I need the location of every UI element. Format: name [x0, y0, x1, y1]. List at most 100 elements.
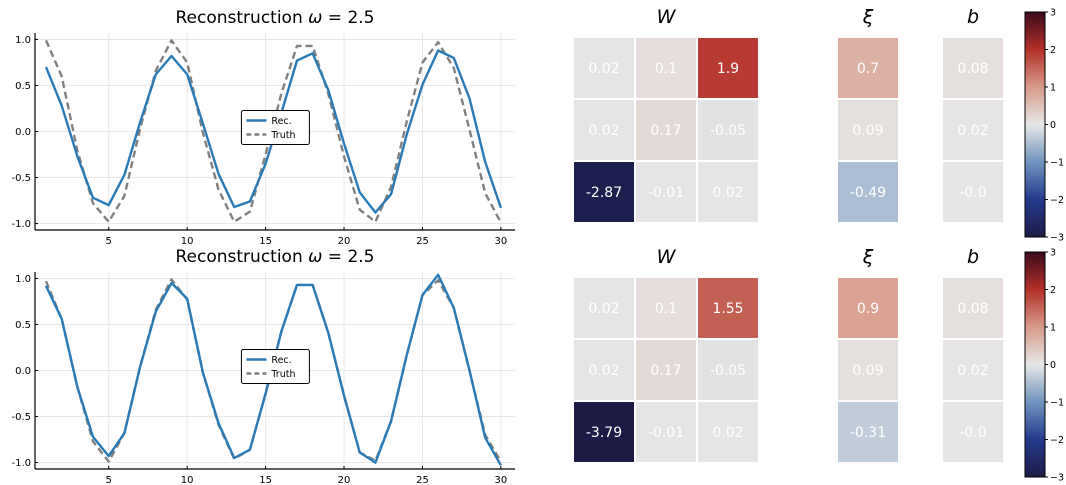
legend-box	[240, 110, 310, 145]
chart-title-part: Reconstruction	[176, 247, 309, 267]
y-tick-label: -1.0	[11, 458, 31, 469]
figure-layer: Reconstruction ω = 2.55 10 15 20 25 30-1.0-0.…	[11, 6, 1064, 485]
line-chart-1: Reconstruction ω = 2.5 5 10 15 20 25 30 -1.0 -0.…	[11, 247, 515, 485]
heatmap-panel-ξ: ξ 0.9 0.09 -0.31	[836, 246, 900, 464]
heatmap-cell-label: -0.0	[959, 185, 986, 201]
heatmap-cell-label: 0.02	[957, 363, 988, 379]
heatmap-cell-label: 0.09	[852, 123, 883, 139]
heatmap-cell	[572, 36, 636, 100]
heatmap-cell	[941, 276, 1005, 340]
heatmap-cell	[941, 98, 1005, 162]
heatmap-panel-W: W 0.02 0.1 1.9 0.02 0.17 -0.05 -2.87 -0.01 0.02	[572, 6, 760, 224]
x-tick-label: 15	[259, 475, 272, 485]
heatmap-panel-b: b 0.08 0.02 -0.0	[941, 6, 1005, 224]
heatmap-cell-label: -0.01	[648, 425, 684, 441]
heatmap-cell-label: 0.08	[957, 301, 988, 317]
heatmap-cell-label: -2.87	[586, 185, 622, 201]
y-tick-label: 1.0	[15, 35, 31, 46]
series-line-truth	[44, 39, 502, 224]
chart-title-part: Reconstruction	[176, 8, 309, 28]
x-tick-label: 20	[338, 475, 351, 485]
legend-label: Truth	[270, 130, 295, 141]
y-tick-label: 0.5	[15, 320, 31, 331]
x-tick-label: 25	[416, 475, 429, 485]
heatmap-cell-label: 0.02	[588, 301, 619, 317]
colorbar: −3 −2 −1 0 1 2 3	[1024, 8, 1064, 244]
x-tick-label: 15	[259, 236, 272, 247]
x-tick-label: 5	[106, 475, 112, 485]
heatmap-cell	[696, 338, 760, 402]
heatmap-cell	[836, 160, 900, 224]
heatmap-title: W	[657, 246, 677, 268]
colorbar-tick-label: 3	[1050, 248, 1056, 259]
y-tick-label: 1.0	[15, 274, 31, 285]
heatmap-cell-label: -0.05	[710, 123, 746, 139]
chart-title: Reconstruction ω = 2.5	[176, 247, 375, 267]
heatmap-cell-label: 0.1	[655, 61, 677, 77]
heatmap-panel-ξ: ξ 0.7 0.09 -0.49	[836, 6, 900, 224]
heatmap-title: ξ	[862, 6, 874, 28]
heatmap-cell-label: 0.02	[588, 61, 619, 77]
heatmap-group-0: W0.02 0.1 1.90.02 0.17 -0.05-2.87 -0.01 0.02ξ0…	[572, 6, 1064, 244]
heatmap-group-1: W0.02 0.1 1.550.02 0.17 -0.05-3.79 -0.01 0.02ξ…	[572, 246, 1064, 484]
heatmap-cell	[941, 160, 1005, 224]
heatmap-cell-label: 0.02	[712, 425, 743, 441]
colorbar-tick-label: 1	[1050, 323, 1056, 334]
x-tick-label: 10	[181, 236, 194, 247]
heatmap-cell	[696, 400, 760, 464]
colorbar-tick-label: −2	[1050, 195, 1064, 206]
colorbar-tick-label: 0	[1050, 360, 1056, 371]
heatmap-cell-label: 1.55	[712, 301, 743, 317]
heatmap-panel-b: b 0.08 0.02 -0.0	[941, 246, 1005, 464]
heatmap-cell	[836, 400, 900, 464]
legend-label: Truth	[270, 369, 295, 380]
colorbar: −3 −2 −1 0 1 2 3	[1024, 248, 1064, 484]
y-tick-label: 0.0	[15, 127, 31, 138]
colorbar-tick-label: 2	[1050, 285, 1056, 296]
colorbar-tick-label: 1	[1050, 83, 1056, 94]
colorbar-tick-label: −3	[1050, 233, 1064, 244]
colorbar-tick-label: 3	[1050, 8, 1056, 19]
heatmap-cell-label: -0.01	[648, 185, 684, 201]
legend-box	[240, 349, 310, 384]
heatmap-cell	[836, 338, 900, 402]
heatmap-title: W	[657, 6, 677, 28]
heatmap-cell-label: -3.79	[586, 425, 622, 441]
heatmap-cell	[572, 98, 636, 162]
x-tick-label: 5	[106, 236, 112, 247]
heatmap-cell-label: 0.9	[857, 301, 879, 317]
heatmap-title: b	[967, 246, 979, 268]
chart-title-part: = 2.5	[322, 247, 374, 267]
heatmap-cell	[836, 276, 900, 340]
heatmap-cell-label: 0.02	[588, 363, 619, 379]
chart-title-part: ω	[308, 247, 322, 267]
heatmap-cell-label: -0.05	[710, 363, 746, 379]
legend-label: Rec.	[271, 355, 291, 366]
heatmap-cell-label: 0.08	[957, 61, 988, 77]
heatmap-cell-label: 1.9	[717, 61, 739, 77]
legend-label: Rec.	[271, 116, 291, 127]
chart-title: Reconstruction ω = 2.5	[176, 8, 375, 28]
y-tick-label: -0.5	[11, 412, 31, 423]
colorbar-tick-label: −3	[1050, 473, 1064, 484]
legend: Rec. Truth	[240, 110, 310, 145]
chart-title-part: ω	[308, 8, 322, 28]
colorbar-tick-label: 2	[1050, 45, 1056, 56]
heatmap-cell	[696, 160, 760, 224]
heatmap-cell-label: 0.7	[857, 61, 879, 77]
heatmap-cell-label: 0.17	[650, 123, 681, 139]
heatmap-cell-label: -0.0	[959, 425, 986, 441]
heatmap-panel-W: W 0.02 0.1 1.55 0.02 0.17 -0.05 -3.79 -0.01 0.02	[572, 246, 760, 464]
y-tick-label: -0.5	[11, 173, 31, 184]
heatmap-cell	[941, 36, 1005, 100]
heatmap-cell-label: 0.02	[588, 123, 619, 139]
colorbar-tick-label: −2	[1050, 435, 1064, 446]
heatmap-cell-label: 0.17	[650, 363, 681, 379]
x-tick-label: 30	[495, 236, 508, 247]
heatmap-cell-label: -0.49	[850, 185, 886, 201]
y-tick-label: -1.0	[11, 219, 31, 230]
colorbar-gradient	[1024, 11, 1046, 238]
heatmap-cell-label: 0.02	[957, 123, 988, 139]
heatmap-title: ξ	[862, 246, 874, 268]
